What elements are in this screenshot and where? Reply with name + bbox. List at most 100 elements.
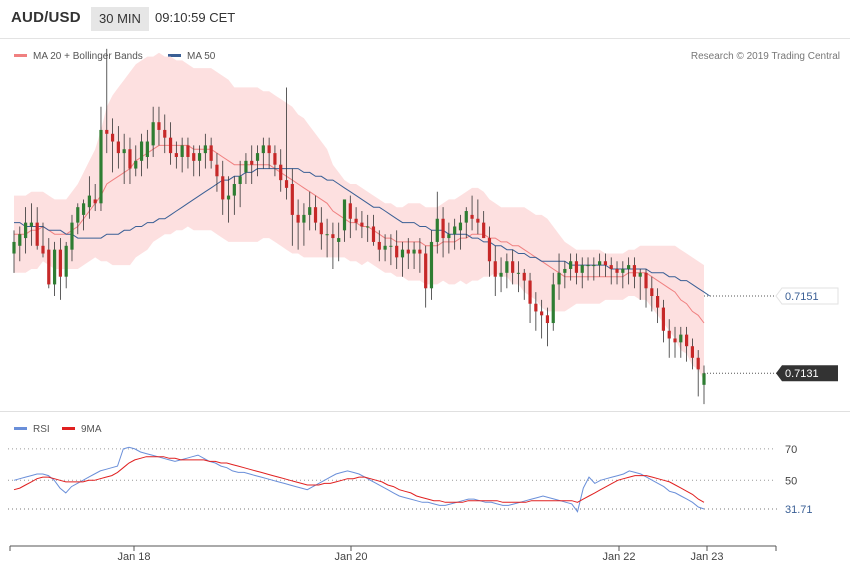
candle-body xyxy=(244,160,248,173)
candle xyxy=(644,268,648,308)
candle-body xyxy=(400,249,405,258)
candle-body xyxy=(47,249,51,285)
price-chart[interactable]: 0.7151 0.7131 xyxy=(0,0,850,412)
candle-body xyxy=(453,226,457,235)
candle-body xyxy=(522,272,526,281)
candle xyxy=(638,268,642,300)
candle xyxy=(296,199,300,250)
candle-body xyxy=(627,265,631,269)
candle xyxy=(505,253,509,289)
candle xyxy=(186,137,190,169)
candle-body xyxy=(168,137,173,154)
candle-body xyxy=(679,334,683,343)
candle-body xyxy=(226,195,231,200)
candle xyxy=(93,184,97,212)
candle xyxy=(487,226,492,277)
candle-body xyxy=(151,122,155,146)
candle xyxy=(447,222,451,254)
candle-body xyxy=(632,265,637,277)
candle-body xyxy=(134,160,138,169)
candle xyxy=(342,199,347,242)
candle xyxy=(690,338,695,370)
candle-body xyxy=(261,145,265,154)
legend-ma50: MA 50 xyxy=(168,51,215,62)
interval-selector[interactable]: 30 MIN xyxy=(91,7,149,31)
ma50-price-label: 0.7151 xyxy=(785,291,819,303)
candle-body xyxy=(615,268,619,273)
candle xyxy=(290,168,294,246)
candle xyxy=(470,195,474,231)
candle-body xyxy=(366,226,370,228)
candle xyxy=(203,133,207,169)
candle xyxy=(12,230,16,273)
candle-body xyxy=(690,346,695,358)
ma20-line xyxy=(14,144,705,324)
rsi-last-tag xyxy=(779,501,835,518)
candle-body xyxy=(139,141,144,161)
candle-body xyxy=(232,184,236,196)
candle xyxy=(702,365,706,405)
candle-body xyxy=(574,261,579,273)
candle-body xyxy=(238,176,242,184)
candle xyxy=(400,241,405,277)
candle xyxy=(371,214,376,246)
candle xyxy=(267,137,271,169)
candle xyxy=(197,145,202,177)
candle-body xyxy=(64,245,68,277)
candle xyxy=(696,350,700,397)
candle-body xyxy=(250,160,254,165)
candle-body xyxy=(157,122,161,130)
candle-body xyxy=(586,265,590,267)
candle-body xyxy=(592,265,596,267)
candle xyxy=(348,195,352,239)
ma50-legend-label: MA 50 xyxy=(187,51,216,62)
candle-body xyxy=(255,153,260,161)
candle xyxy=(134,145,138,177)
candle xyxy=(551,272,555,331)
candle-body xyxy=(87,195,91,208)
candle-body xyxy=(650,288,654,296)
candle xyxy=(609,257,613,285)
candle xyxy=(145,129,149,169)
candle-body xyxy=(290,184,294,215)
candle xyxy=(656,288,660,324)
candle-body xyxy=(215,164,219,177)
candle xyxy=(250,145,254,184)
rsi-last-label: 31.71 xyxy=(785,504,813,516)
candle xyxy=(313,195,318,231)
candle xyxy=(679,326,683,358)
candle-body xyxy=(609,265,613,269)
rsi-level-label: 50 xyxy=(785,475,797,487)
candle-body xyxy=(122,149,126,154)
candle xyxy=(424,245,428,308)
candle xyxy=(81,199,86,231)
candle-body xyxy=(476,218,480,223)
candle xyxy=(603,253,608,277)
candle xyxy=(412,241,416,269)
candle-body xyxy=(458,222,463,231)
candle xyxy=(493,245,497,296)
candle-body xyxy=(319,222,323,235)
candle-body xyxy=(302,214,306,223)
candle xyxy=(383,234,387,262)
candle-body xyxy=(487,238,492,262)
panel-separator xyxy=(0,411,850,412)
candle-body xyxy=(192,153,196,161)
candle xyxy=(23,207,28,254)
candle xyxy=(52,241,57,296)
candle xyxy=(586,257,590,281)
candle xyxy=(592,257,596,281)
candle xyxy=(418,238,422,273)
candle xyxy=(18,226,22,262)
candle xyxy=(528,272,532,324)
candle-body xyxy=(464,211,468,223)
candle xyxy=(366,214,370,242)
candle xyxy=(389,234,393,266)
candle-body xyxy=(563,268,567,273)
credit-text: Research © 2019 Trading Central xyxy=(690,51,840,62)
candle-body xyxy=(70,222,74,250)
candle xyxy=(279,149,283,192)
candle-body xyxy=(110,133,115,142)
candle xyxy=(331,222,335,269)
candle xyxy=(441,207,445,258)
